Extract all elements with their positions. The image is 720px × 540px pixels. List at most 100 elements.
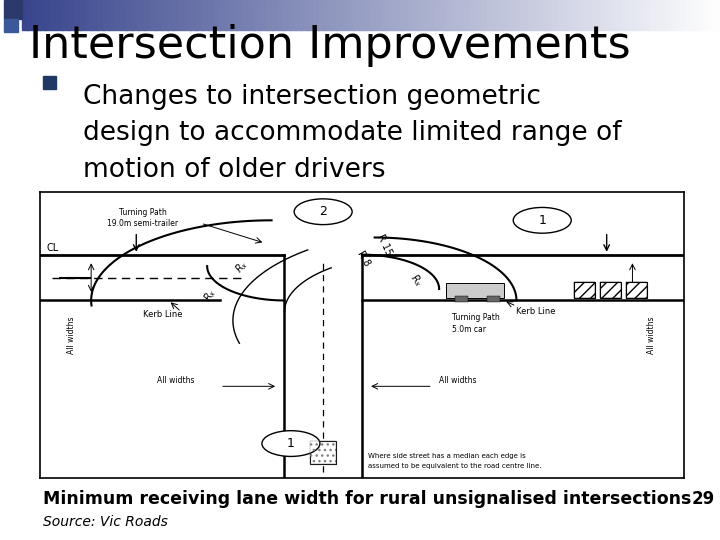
Bar xyxy=(575,282,595,298)
Text: 29: 29 xyxy=(691,490,714,508)
Text: Minimum receiving lane width for rural unsignalised intersections: Minimum receiving lane width for rural u… xyxy=(43,490,692,508)
Bar xyxy=(667,0,674,30)
Bar xyxy=(310,441,336,463)
Bar xyxy=(505,0,511,30)
Text: Source: Vic Roads: Source: Vic Roads xyxy=(43,515,168,529)
Bar xyxy=(600,282,621,298)
Bar xyxy=(609,0,616,30)
Bar xyxy=(685,0,692,30)
Bar xyxy=(493,0,500,30)
Bar xyxy=(679,0,685,30)
Bar xyxy=(301,0,307,30)
Bar xyxy=(714,0,720,30)
Bar xyxy=(626,282,647,298)
Bar xyxy=(156,0,162,30)
Bar xyxy=(708,0,715,30)
Bar xyxy=(359,0,366,30)
Bar xyxy=(388,0,395,30)
Text: 1: 1 xyxy=(539,214,546,227)
Bar xyxy=(510,0,517,30)
Text: 5.0m car: 5.0m car xyxy=(452,325,486,334)
Bar xyxy=(423,0,430,30)
Bar xyxy=(127,0,133,30)
Text: $R_x$: $R_x$ xyxy=(233,257,252,275)
Bar xyxy=(254,0,261,30)
Bar xyxy=(243,0,249,30)
Text: Where side street has a median each edge is: Where side street has a median each edge… xyxy=(368,453,526,459)
Bar xyxy=(516,0,523,30)
Bar xyxy=(184,0,191,30)
Bar xyxy=(499,0,505,30)
Bar xyxy=(167,0,174,30)
Bar xyxy=(563,0,570,30)
Bar xyxy=(295,0,302,30)
Bar xyxy=(284,0,290,30)
Bar xyxy=(458,0,464,30)
Bar xyxy=(161,0,168,30)
Text: Turning Path: Turning Path xyxy=(119,207,166,217)
Bar xyxy=(57,0,63,30)
Bar xyxy=(446,0,453,30)
Bar xyxy=(435,0,441,30)
Bar xyxy=(377,0,383,30)
Bar xyxy=(202,0,209,30)
Bar xyxy=(371,0,377,30)
Bar xyxy=(552,0,558,30)
Bar xyxy=(27,0,34,30)
Bar xyxy=(68,0,75,30)
Bar xyxy=(260,0,266,30)
Text: Intersection Improvements: Intersection Improvements xyxy=(29,24,631,68)
Bar xyxy=(330,0,337,30)
Bar xyxy=(464,0,470,30)
Bar xyxy=(231,0,238,30)
Text: Changes to intersection geometric: Changes to intersection geometric xyxy=(83,84,541,110)
Text: All widths: All widths xyxy=(68,316,76,354)
Bar xyxy=(80,0,86,30)
Bar xyxy=(109,0,115,30)
Bar xyxy=(310,441,336,463)
Bar xyxy=(91,0,98,30)
Bar xyxy=(237,0,243,30)
Bar xyxy=(627,0,634,30)
Bar xyxy=(418,0,424,30)
Bar xyxy=(225,0,232,30)
Text: 19.0m semi-trailer: 19.0m semi-trailer xyxy=(107,219,179,228)
Bar xyxy=(703,0,709,30)
Bar xyxy=(382,0,389,30)
Bar xyxy=(650,0,657,30)
Bar xyxy=(214,0,220,30)
Bar xyxy=(266,0,273,30)
Bar xyxy=(307,0,313,30)
Text: Turning Path: Turning Path xyxy=(452,314,500,322)
Bar xyxy=(179,0,185,30)
Bar xyxy=(522,0,528,30)
Text: assumed to be equivalent to the road centre line.: assumed to be equivalent to the road cen… xyxy=(368,463,541,469)
Bar xyxy=(569,0,575,30)
Circle shape xyxy=(262,431,320,456)
Bar xyxy=(132,0,139,30)
Bar xyxy=(39,0,45,30)
Bar xyxy=(455,296,468,302)
Bar xyxy=(546,0,552,30)
Text: Kerb Line: Kerb Line xyxy=(143,310,182,319)
Bar xyxy=(644,0,651,30)
Bar xyxy=(673,0,680,30)
Bar xyxy=(114,0,121,30)
Bar xyxy=(248,0,255,30)
Text: 2: 2 xyxy=(319,205,327,218)
Bar xyxy=(394,0,400,30)
Bar xyxy=(446,284,503,298)
Bar xyxy=(318,0,325,30)
Bar xyxy=(469,0,477,30)
Text: design to accommodate limited range of: design to accommodate limited range of xyxy=(83,120,621,146)
Bar xyxy=(45,0,51,30)
Bar xyxy=(354,0,360,30)
Bar xyxy=(598,0,604,30)
Bar xyxy=(33,0,40,30)
Bar xyxy=(86,0,92,30)
Bar xyxy=(580,0,587,30)
Bar xyxy=(336,0,343,30)
Bar xyxy=(557,0,564,30)
Bar xyxy=(575,0,581,30)
Bar xyxy=(144,0,150,30)
